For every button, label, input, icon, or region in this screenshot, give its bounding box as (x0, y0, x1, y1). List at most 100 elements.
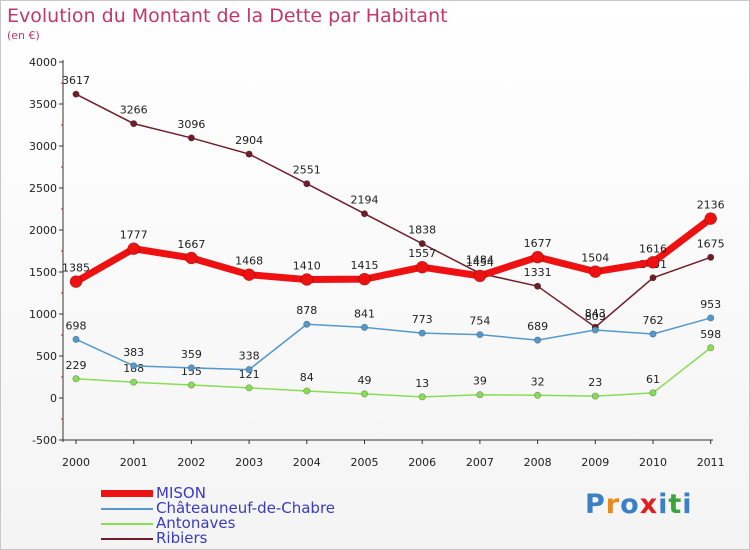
y-tick-label: 2500 (29, 182, 57, 195)
data-label-chateauneuf-de-chabre: 878 (296, 304, 317, 317)
data-label-ribiers: 3266 (120, 104, 148, 117)
data-label-ribiers: 843 (585, 307, 606, 320)
y-tick-label: 1000 (29, 308, 57, 321)
chart-title: Evolution du Montant de la Dette par Hab… (7, 5, 448, 27)
x-tick-label: 2004 (293, 456, 321, 469)
data-label-chateauneuf-de-chabre: 953 (700, 298, 721, 311)
data-label-antonaves: 61 (646, 373, 660, 386)
x-tick-label: 2000 (62, 456, 90, 469)
data-label-antonaves: 23 (588, 376, 602, 389)
proxiti-logo: Proxiti (585, 489, 693, 520)
data-label-antonaves: 39 (473, 375, 487, 388)
data-label-chateauneuf-de-chabre: 698 (66, 319, 87, 332)
y-tick-label: 1500 (29, 266, 57, 279)
data-label-mison: 2136 (697, 199, 725, 212)
series-line-ribiers (75, 93, 711, 328)
y-tick-label: 500 (36, 350, 57, 363)
data-point-ribiers (360, 210, 368, 218)
data-point-chateauneuf-de-chabre (534, 336, 542, 344)
data-point-antonaves (707, 344, 715, 352)
x-tick-label: 2006 (408, 456, 436, 469)
x-tick-label: 2005 (351, 456, 379, 469)
data-label-mison: 1667 (177, 238, 205, 251)
data-label-antonaves: 121 (239, 368, 260, 381)
x-tick-label: 2002 (177, 456, 205, 469)
data-point-chateauneuf-de-chabre (130, 362, 138, 370)
data-point-chateauneuf-de-chabre (707, 314, 715, 322)
legend-label: Antonaves (156, 514, 236, 532)
data-point-chateauneuf-de-chabre (418, 329, 426, 337)
data-point-mison (415, 260, 429, 274)
data-label-chateauneuf-de-chabre: 689 (527, 320, 548, 333)
x-tick-label: 2007 (466, 456, 494, 469)
data-point-antonaves (418, 393, 426, 401)
data-point-chateauneuf-de-chabre (303, 320, 311, 328)
x-tick-label: 2008 (524, 456, 552, 469)
data-label-antonaves: 32 (531, 375, 545, 388)
data-label-ribiers: 3617 (62, 74, 90, 87)
data-point-chateauneuf-de-chabre (360, 323, 368, 331)
data-point-mison (531, 250, 544, 264)
data-point-mison (185, 251, 198, 265)
data-label-ribiers: 1331 (524, 266, 552, 279)
data-point-ribiers (245, 150, 253, 158)
data-label-mison: 1385 (62, 262, 90, 275)
data-label-antonaves: 598 (700, 328, 721, 341)
data-point-mison (69, 275, 83, 288)
y-tick-label: 3000 (29, 140, 57, 153)
data-point-chateauneuf-de-chabre (476, 331, 484, 339)
data-point-ribiers (72, 90, 80, 98)
data-label-ribiers: 1838 (408, 224, 436, 237)
data-point-chateauneuf-de-chabre (72, 335, 80, 343)
chart-subtitle: (en €) (7, 29, 40, 42)
data-label-antonaves: 13 (415, 377, 429, 390)
data-point-mison (473, 269, 487, 283)
legend-swatch (101, 523, 153, 525)
data-point-ribiers (130, 120, 138, 128)
x-tick-label: 2003 (235, 456, 263, 469)
data-label-chateauneuf-de-chabre: 773 (412, 313, 433, 326)
data-point-ribiers (187, 134, 195, 142)
x-tick-label: 2011 (697, 456, 725, 469)
data-point-antonaves (72, 375, 80, 383)
data-label-chateauneuf-de-chabre: 359 (181, 348, 202, 361)
x-tick-label: 2001 (120, 456, 148, 469)
data-point-antonaves (591, 392, 599, 400)
data-point-mison (242, 268, 256, 281)
data-label-antonaves: 84 (300, 371, 314, 384)
data-point-antonaves (360, 390, 368, 398)
y-tick-label: 4000 (29, 56, 57, 69)
data-point-ribiers (649, 274, 657, 282)
data-label-antonaves: 49 (358, 374, 372, 387)
data-point-mison (588, 265, 602, 278)
data-point-chateauneuf-de-chabre (245, 366, 253, 374)
data-point-antonaves (245, 384, 253, 392)
legend-label: Châteauneuf-de-Chabre (156, 499, 336, 517)
y-tick-label: 3500 (29, 98, 57, 111)
data-label-mison: 1504 (581, 252, 609, 265)
series-line-mison (74, 215, 713, 285)
data-point-chateauneuf-de-chabre (187, 364, 195, 372)
data-label-mison: 1777 (120, 229, 148, 242)
legend-label: Ribiers (156, 529, 208, 547)
data-label-ribiers: 2904 (235, 134, 263, 147)
series-line-chateauneuf-de-chabre (75, 317, 711, 371)
x-tick-label: 2010 (639, 456, 667, 469)
data-point-ribiers (707, 253, 715, 261)
data-label-chateauneuf-de-chabre: 754 (469, 315, 490, 328)
legend-swatch (101, 490, 153, 497)
data-point-antonaves (476, 391, 484, 399)
data-label-ribiers: 1675 (697, 237, 725, 250)
data-point-antonaves (130, 378, 138, 386)
data-point-antonaves (649, 389, 657, 397)
data-label-mison: 1557 (408, 247, 436, 260)
data-label-mison: 1468 (235, 255, 263, 268)
y-tick-label: -500 (32, 434, 57, 447)
x-tick-label: 2009 (581, 456, 609, 469)
data-point-chateauneuf-de-chabre (591, 326, 599, 334)
data-label-ribiers: 2194 (351, 194, 379, 207)
data-label-ribiers: 2551 (293, 164, 321, 177)
y-tick-label: 2000 (29, 224, 57, 237)
data-label-chateauneuf-de-chabre: 383 (123, 346, 144, 359)
